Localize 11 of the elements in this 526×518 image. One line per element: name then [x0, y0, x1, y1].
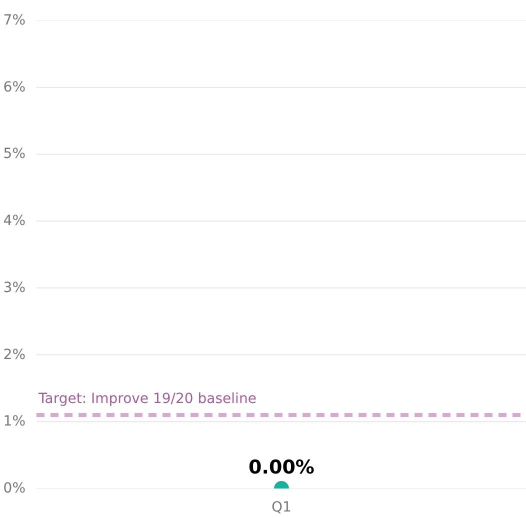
y-tick-label: 5% [3, 146, 26, 162]
y-tick-label: 1% [3, 414, 26, 430]
y-tick-label: 4% [3, 213, 26, 230]
x-tick-label: Q1 [272, 500, 292, 516]
y-tick-label: 3% [3, 280, 26, 296]
y-tick-label: 6% [3, 79, 26, 96]
ref-line-label: Target: Improve 19/20 baseline [38, 390, 256, 407]
y-tick-label: 0% [3, 480, 26, 496]
text: 0.00% [248, 456, 314, 478]
y-tick-label: 2% [3, 346, 26, 363]
y-tick-label: 7% [3, 12, 26, 28]
